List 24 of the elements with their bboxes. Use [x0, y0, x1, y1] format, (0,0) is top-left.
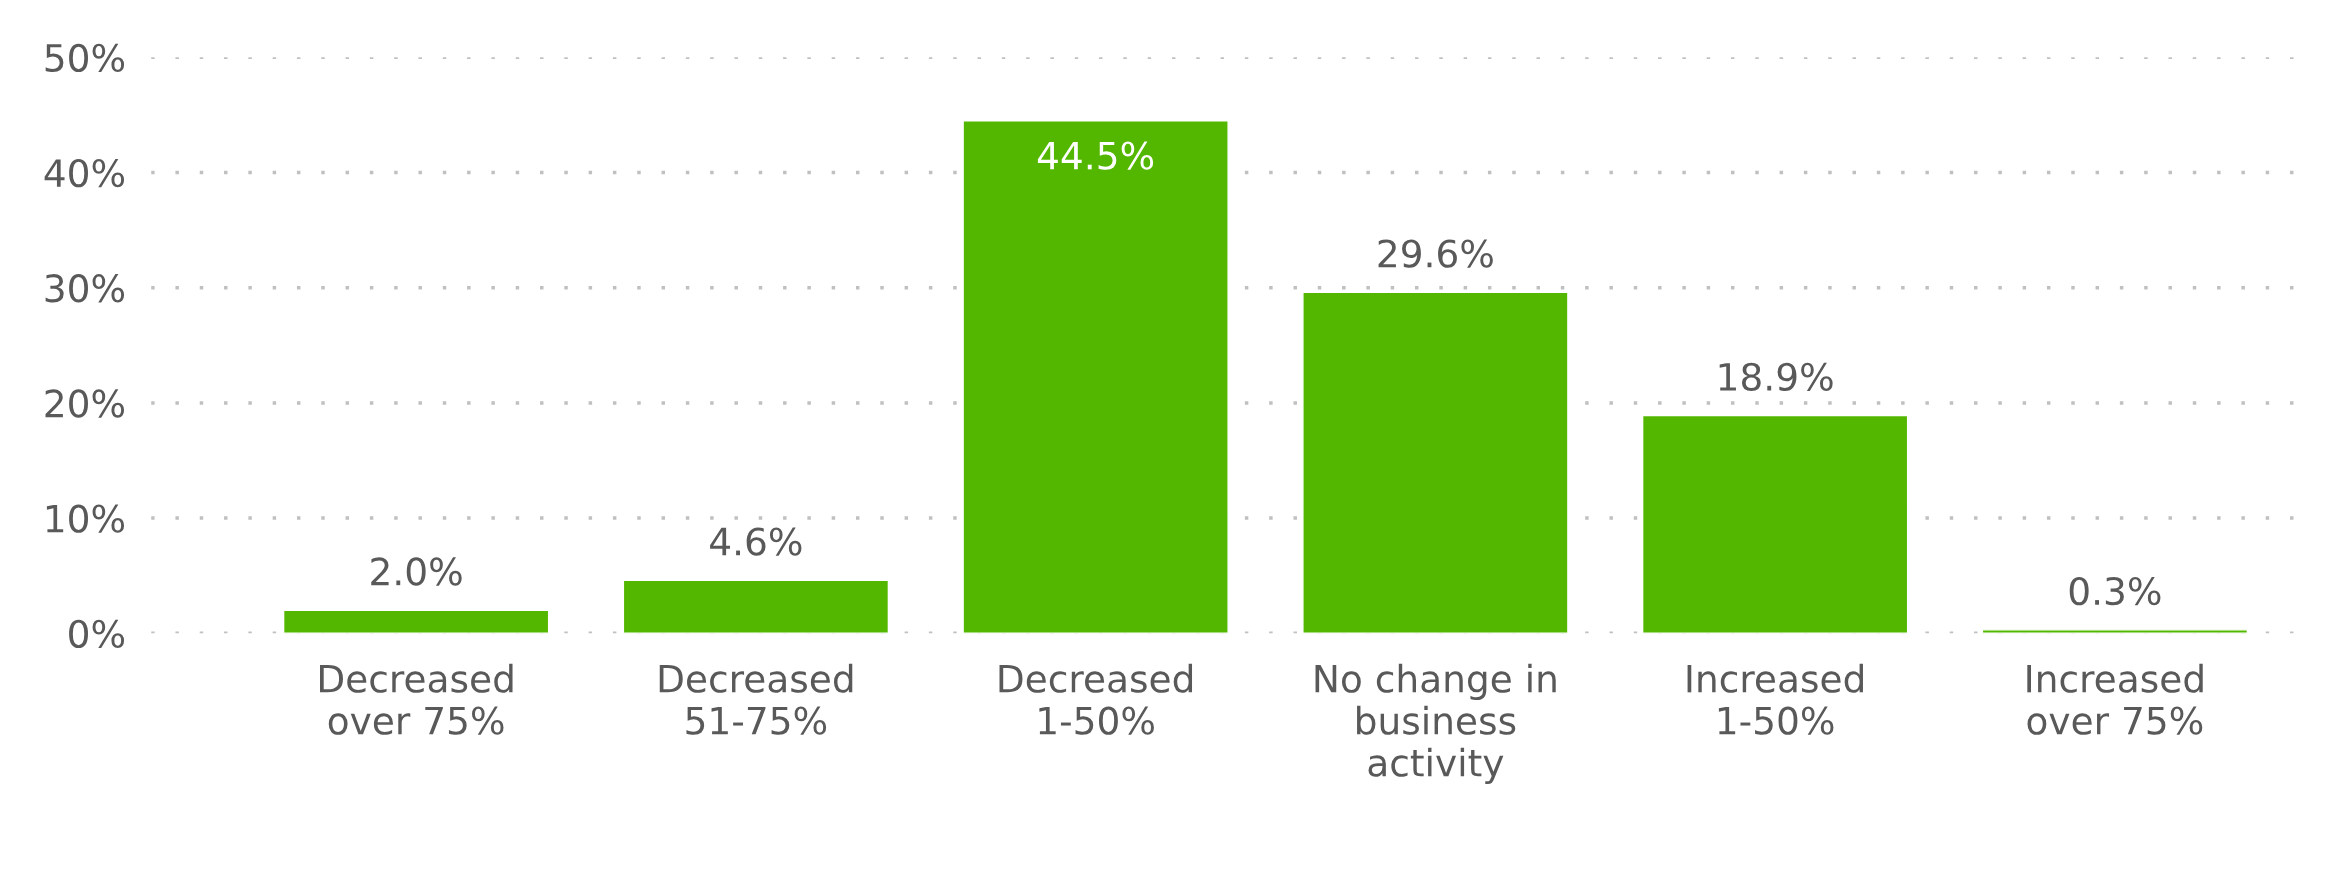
y-tick-label: 0% [69, 619, 125, 649]
data-label: 44.5% [1037, 141, 1154, 170]
bar [1981, 629, 2249, 634]
data-label: 18.9% [1719, 362, 1833, 392]
y-tick-label: 50% [45, 43, 125, 73]
bar [282, 609, 550, 634]
bar [1641, 414, 1909, 634]
y-tick-label: 30% [45, 274, 125, 303]
data-label: 4.6% [710, 527, 802, 556]
y-tick-label: 40% [44, 158, 125, 188]
data-label: 29.6% [1378, 239, 1493, 268]
x-tick-label: Increased over 75% [2027, 663, 2203, 735]
data-label: 0.3% [2069, 576, 2161, 606]
x-tick-label: Decreased 1-50% [999, 663, 1193, 735]
data-label: 2.0% [371, 557, 462, 586]
x-tick-label: Decreased 51-75% [659, 663, 853, 735]
x-tick-label: Increased 1-50% [1687, 663, 1863, 735]
bar [1302, 291, 1569, 634]
x-tick-label: No change in business activity [1315, 663, 1556, 785]
bar [962, 119, 1229, 634]
y-tick-label: 20% [45, 389, 125, 418]
y-tick-label: 10% [46, 504, 125, 533]
x-tick-label: Decreased over 75% [320, 663, 513, 735]
bar [622, 579, 890, 634]
